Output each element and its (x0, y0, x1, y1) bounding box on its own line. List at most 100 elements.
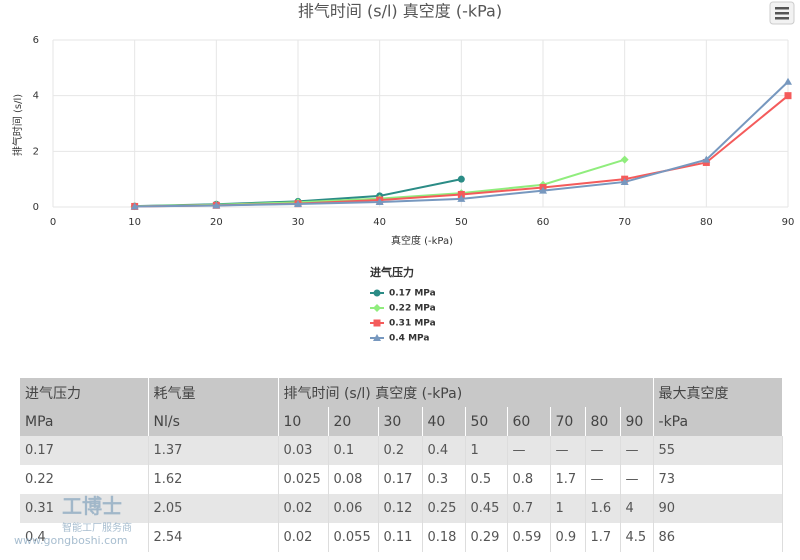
table-cell: 0.5 (465, 465, 508, 494)
legend-label: 0.4 MPa (389, 334, 429, 344)
table-cell: 40 (422, 407, 466, 436)
table-cell: 0.8 (507, 465, 551, 494)
table-cell: MPa (20, 407, 149, 436)
table-cell: 1.7 (550, 465, 586, 494)
table-cell: 耗气量 (148, 378, 279, 407)
table-cell: 0.11 (378, 523, 423, 552)
table-row: 0.31 2.05 0.02 0.06 0.12 0.25 0.45 0.7 1 1.6 4 90 (20, 494, 783, 523)
table-cell: 4 (620, 494, 654, 523)
table-cell: 排气时间 (s/l) 真空度 (-kPa) (278, 378, 654, 407)
table-cell: 1 (550, 494, 586, 523)
point (620, 177, 629, 185)
spec-table: 进气压力 耗气量 排气时间 (s/l) 真空度 (-kPa) 最大真空度 MPa Nl/s… (20, 378, 783, 552)
menu-bar (775, 12, 789, 15)
table-cell: 0.03 (278, 436, 329, 465)
table-cell: 0.17 (378, 465, 423, 494)
unit-row: MPa Nl/s 10 20 30 40 50 60 70 80 90 -kPa (20, 407, 783, 436)
table-cell: 0.45 (465, 494, 508, 523)
chart-title: 排气时间 (s/l) 真空度 (-kPa) (298, 2, 502, 21)
y-tick-label: 6 (33, 35, 39, 46)
table-cell: 0.9 (550, 523, 586, 552)
table-cell: — (550, 436, 586, 465)
table-cell: 2.54 (148, 523, 279, 552)
table-cell: 0.3 (422, 465, 466, 494)
table-cell: 0.025 (278, 465, 329, 494)
menu-bar (775, 7, 789, 10)
table-cell: 1.7 (585, 523, 621, 552)
table-cell: 0.29 (465, 523, 508, 552)
point (457, 175, 465, 183)
x-tick-label: 50 (455, 217, 468, 228)
legend-item[interactable]: 0.31 MPa (370, 319, 436, 329)
point (539, 186, 547, 194)
table-cell: 4.5 (620, 523, 654, 552)
table-cell: 1.62 (148, 465, 279, 494)
table-cell: — (620, 465, 654, 494)
table-cell: — (507, 436, 551, 465)
legend-marker (373, 289, 381, 297)
y-axis-label: 排气时间 (s/l) (11, 94, 24, 156)
table-cell: 0.4 (422, 436, 466, 465)
x-tick-label: 30 (292, 217, 305, 228)
legend-label: 0.17 MPa (389, 289, 436, 299)
table-cell: 70 (550, 407, 586, 436)
x-tick-label: 60 (537, 217, 550, 228)
table-cell: — (585, 436, 621, 465)
menu-button[interactable] (769, 1, 795, 25)
point (620, 155, 629, 164)
table-cell: 90 (653, 494, 783, 523)
watermark-url: www.gongboshi.com (14, 534, 128, 547)
x-tick-label: 70 (618, 217, 631, 228)
table-cell: 10 (278, 407, 329, 436)
table-cell: 最大真空度 (653, 378, 783, 407)
legend-marker (373, 304, 381, 312)
legend-label: 0.22 MPa (389, 304, 436, 314)
table-cell: — (620, 436, 654, 465)
watermark: 工博士 智能工厂服务商 www.gongboshi.com (14, 490, 132, 547)
legend-item[interactable]: 0.4 MPa (370, 334, 429, 344)
x-tick-label: 0 (50, 217, 56, 228)
table-cell: -kPa (653, 407, 783, 436)
table-cell: 0.22 (20, 465, 149, 494)
x-tick-label: 90 (782, 217, 795, 228)
watermark-brand: 工博士 (62, 494, 122, 518)
table-cell: 1.6 (585, 494, 621, 523)
table-cell: Nl/s (148, 407, 279, 436)
table-cell: 0.25 (422, 494, 466, 523)
legend-marker (373, 319, 381, 327)
watermark-slogan: 智能工厂服务商 (62, 523, 132, 534)
y-tick-label: 0 (33, 202, 39, 213)
y-tick-label: 4 (33, 91, 39, 102)
table-cell: 90 (620, 407, 654, 436)
table-cell: 0.59 (507, 523, 551, 552)
table-cell: 进气压力 (20, 378, 149, 407)
point (457, 190, 465, 198)
table-cell: 20 (328, 407, 379, 436)
table-row: 0.17 1.37 0.03 0.1 0.2 0.4 1— — — —55 (20, 436, 783, 465)
table-cell: 2.05 (148, 494, 279, 523)
point (294, 199, 302, 207)
table-cell: 0.1 (328, 436, 379, 465)
x-tick-label: 80 (700, 217, 713, 228)
point (784, 92, 792, 100)
table-cell: 0.08 (328, 465, 379, 494)
point (212, 201, 221, 209)
table-cell: 0.7 (507, 494, 551, 523)
point (375, 197, 384, 205)
table-cell: 0.06 (328, 494, 379, 523)
legend-marker (373, 334, 381, 341)
table-cell: 0.31 (20, 494, 149, 523)
point (702, 155, 711, 163)
legend-item[interactable]: 0.17 MPa (370, 289, 436, 299)
table-row: 0.4 2.54 0.02 0.055 0.11 0.18 0.29 0.59 0.9 1.7 4.… (20, 523, 783, 552)
table-cell: 1 (465, 436, 508, 465)
table-cell: 0.02 (278, 494, 329, 523)
table-cell: 1.37 (148, 436, 279, 465)
table-cell: 60 (507, 407, 551, 436)
x-tick-label: 40 (373, 217, 386, 228)
table-cell: 0.2 (378, 436, 423, 465)
table-row: 0.22 1.62 0.025 0.08 0.17 0.3 0.5 0.8 1.7— —73 (20, 465, 783, 494)
legend-item[interactable]: 0.22 MPa (370, 304, 436, 314)
y-tick-label: 2 (33, 146, 39, 157)
